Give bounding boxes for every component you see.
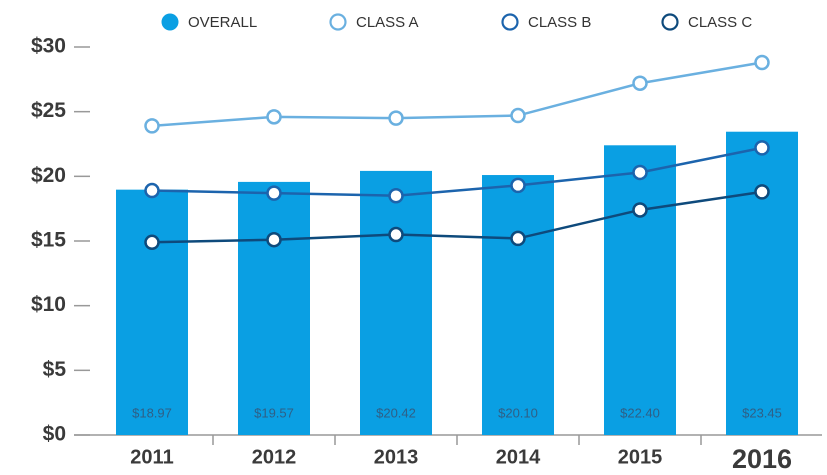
marker (144, 234, 160, 251)
legend-label: OVERALL (188, 14, 257, 31)
value-label: $19.57 (254, 405, 294, 420)
value-label: $20.42 (376, 405, 416, 420)
marker (632, 202, 648, 218)
y-tick-label: $10 (31, 293, 66, 316)
x-tick-label: 2012 (252, 446, 297, 468)
x-tick-label: 2013 (374, 446, 419, 468)
marker (388, 187, 404, 204)
y-tick-label: $0 (43, 423, 66, 446)
value-label: $20.10 (498, 405, 538, 420)
legend-label: CLASS C (688, 14, 752, 31)
marker (144, 118, 160, 134)
legend-swatch (329, 13, 347, 31)
marker (388, 226, 404, 243)
line (151, 190, 763, 244)
marker (388, 110, 404, 126)
marker (632, 75, 648, 91)
value-label: $18.97 (132, 405, 172, 420)
line (151, 61, 763, 128)
bar (604, 145, 676, 435)
x-tick-label: 2016 (732, 444, 792, 474)
legend-swatch (501, 13, 519, 31)
y-tick-label: $15 (31, 229, 66, 252)
bar (482, 175, 554, 436)
y-tick-label: $20 (31, 164, 66, 187)
x-tick-label: 2014 (496, 446, 541, 468)
legend-label: CLASS A (356, 14, 419, 31)
marker (510, 107, 526, 124)
bar (360, 170, 432, 435)
bar (116, 189, 188, 435)
marker (510, 230, 526, 247)
x-tick-label: 2015 (618, 446, 663, 468)
y-tick-label: $5 (43, 358, 67, 381)
marker (266, 109, 282, 125)
marker (754, 140, 770, 156)
legend-swatch (161, 13, 179, 31)
value-label: $22.40 (620, 405, 660, 420)
legend-swatch (661, 13, 679, 31)
marker (144, 182, 160, 199)
line (151, 146, 763, 197)
bar (726, 131, 798, 436)
marker (754, 184, 770, 200)
marker (632, 164, 648, 181)
marker (266, 185, 282, 201)
value-label: $23.45 (742, 405, 782, 420)
x-tick-label: 2011 (130, 446, 173, 468)
bar (238, 181, 310, 435)
y-tick-label: $25 (31, 99, 66, 122)
marker (510, 177, 526, 194)
marker (754, 54, 770, 71)
legend-label: CLASS B (528, 14, 591, 31)
y-tick-label: $30 (31, 35, 66, 58)
marker (266, 231, 282, 248)
